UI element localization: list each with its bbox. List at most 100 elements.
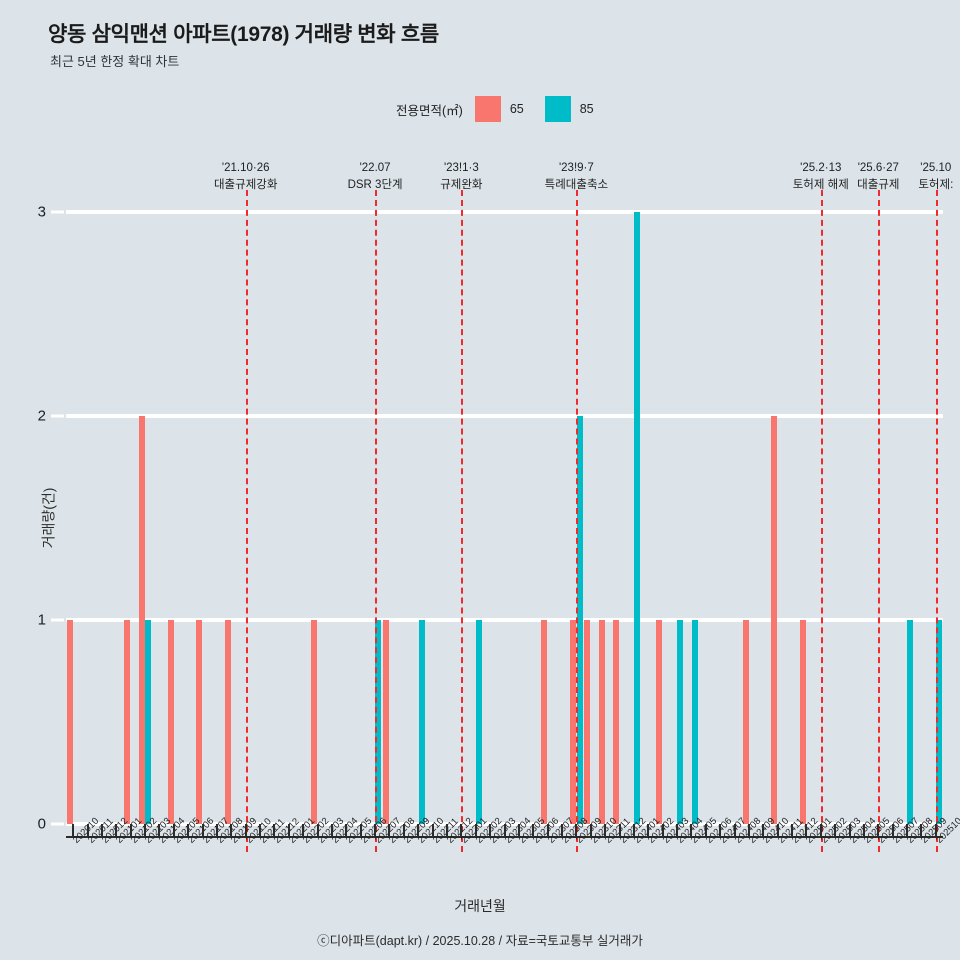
event-text-202301: 규제완화 [440, 178, 483, 191]
bar-65-202105 [167, 620, 174, 824]
event-annotation-202110: '21.10·26 대출규제강화 [214, 160, 277, 193]
x-tick-202405 [690, 824, 693, 836]
x-tick-202103 [144, 824, 147, 836]
event-annotation-202502: '25.2·13 토허제 해제 [793, 160, 849, 193]
bar-65-202208 [383, 620, 390, 824]
x-tick-202010 [72, 824, 75, 836]
bar-65-202102 [124, 620, 131, 824]
legend-swatch-65 [474, 96, 501, 122]
x-tick-202302 [474, 824, 477, 836]
bar-85-202404 [677, 620, 684, 824]
gridline-y-1 [66, 618, 943, 622]
event-annotation-202309: '23!9·7 특례대출축소 [545, 160, 608, 193]
x-tick-202507 [891, 824, 894, 836]
x-axis-line [66, 836, 943, 838]
event-line-202301 [461, 190, 464, 852]
x-tick-202301 [460, 824, 463, 836]
bar-85-202508 [907, 620, 914, 824]
x-tick-202404 [676, 824, 679, 836]
x-tick-202412 [791, 824, 794, 836]
x-tick-202107 [201, 824, 204, 836]
x-tick-202407 [719, 824, 722, 836]
bar-65-202310 [584, 620, 591, 824]
y-tick-label-3: 3 [37, 203, 46, 221]
plot-area: 거래량(건) 0 1 2 3 [38, 190, 943, 852]
x-axis: 2020102020112020122021012021022021032021… [66, 816, 960, 846]
y-tick-mark-1 [51, 618, 64, 622]
x-tick-202110 [244, 824, 247, 836]
event-text-202510: 토허제: [918, 178, 954, 191]
x-tick-202203 [316, 824, 319, 836]
bar-65-202010 [66, 620, 73, 824]
x-tick-202108 [215, 824, 218, 836]
bar-65-202307 [541, 620, 548, 824]
bar-85-202103 [145, 620, 152, 824]
x-tick-202503 [834, 824, 837, 836]
bar-85-202401 [634, 212, 641, 824]
event-date-202502: '25.2·13 [800, 162, 842, 174]
y-tick-mark-3 [51, 210, 64, 214]
event-annotation-202301: '23!1·3 규제완화 [440, 160, 482, 193]
event-date-202207: '22.07 [359, 162, 391, 174]
legend-title: 전용면적(㎡) [396, 103, 463, 118]
event-date-202510: '25.10 [920, 162, 952, 174]
x-tick-202411 [776, 824, 779, 836]
legend-swatch-85 [544, 96, 571, 122]
x-tick-202505 [862, 824, 865, 836]
bar-85-202207 [375, 620, 382, 824]
y-axis-label: 거래량(건) [40, 487, 57, 549]
event-annotation-202506: '25.6·27 대출규제 [857, 160, 899, 193]
x-tick-202406 [704, 824, 707, 836]
x-tick-202208 [388, 824, 391, 836]
bar-65-202312 [613, 620, 620, 824]
x-tick-202307 [546, 824, 549, 836]
x-tick-202202 [302, 824, 305, 836]
bar-65-202103 [138, 416, 145, 824]
x-tick-202311 [604, 824, 607, 836]
event-date-202309: '23!9·7 [558, 162, 594, 174]
bar-65-202411 [771, 416, 778, 824]
y-tick-mark-2 [51, 414, 64, 418]
event-date-202506: '25.6·27 [857, 162, 899, 174]
x-tick-202209 [402, 824, 405, 836]
event-line-202506 [878, 190, 881, 852]
y-tick-label-2: 2 [37, 407, 46, 425]
x-tick-202305 [517, 824, 520, 836]
bar-65-202501 [800, 620, 807, 824]
x-tick-202509 [920, 824, 923, 836]
chart-legend: 전용면적(㎡) 65 85 [396, 96, 606, 122]
page-title: 양동 삼익맨션 아파트(1978) 거래량 변화 흐름 [48, 23, 439, 46]
bar-85-202405 [691, 620, 698, 824]
x-tick-202312 [618, 824, 621, 836]
x-tick-202205 [345, 824, 348, 836]
x-tick-202510 [934, 824, 937, 836]
x-tick-202210 [417, 824, 420, 836]
x-tick-202101 [115, 824, 118, 836]
x-tick-202304 [503, 824, 506, 836]
y-tick-mark-0 [51, 822, 64, 826]
x-tick-202408 [733, 824, 736, 836]
event-text-202309: 특례대출축소 [544, 178, 609, 191]
bar-65-202109 [225, 620, 232, 824]
x-tick-202011 [86, 824, 89, 836]
event-text-202207: DSR 3단계 [347, 178, 403, 191]
x-tick-202111 [259, 824, 262, 836]
event-text-202502: 토허제 해제 [792, 178, 849, 191]
y-tick-label-1: 1 [37, 611, 46, 629]
x-tick-202012 [100, 824, 103, 836]
legend-label-65: 65 [509, 102, 524, 116]
x-tick-202207 [374, 824, 377, 836]
x-tick-202201 [287, 824, 290, 836]
bar-85-202302 [476, 620, 483, 824]
bar-85-202510 [936, 620, 943, 824]
gridline-y-3 [66, 210, 943, 214]
x-tick-202506 [877, 824, 880, 836]
x-tick-202112 [273, 824, 276, 836]
x-tick-202501 [805, 824, 808, 836]
bar-65-202403 [656, 620, 663, 824]
x-tick-202102 [129, 824, 132, 836]
x-tick-202212 [445, 824, 448, 836]
x-tick-202104 [158, 824, 161, 836]
x-tick-202401 [632, 824, 635, 836]
x-tick-202211 [431, 824, 434, 836]
